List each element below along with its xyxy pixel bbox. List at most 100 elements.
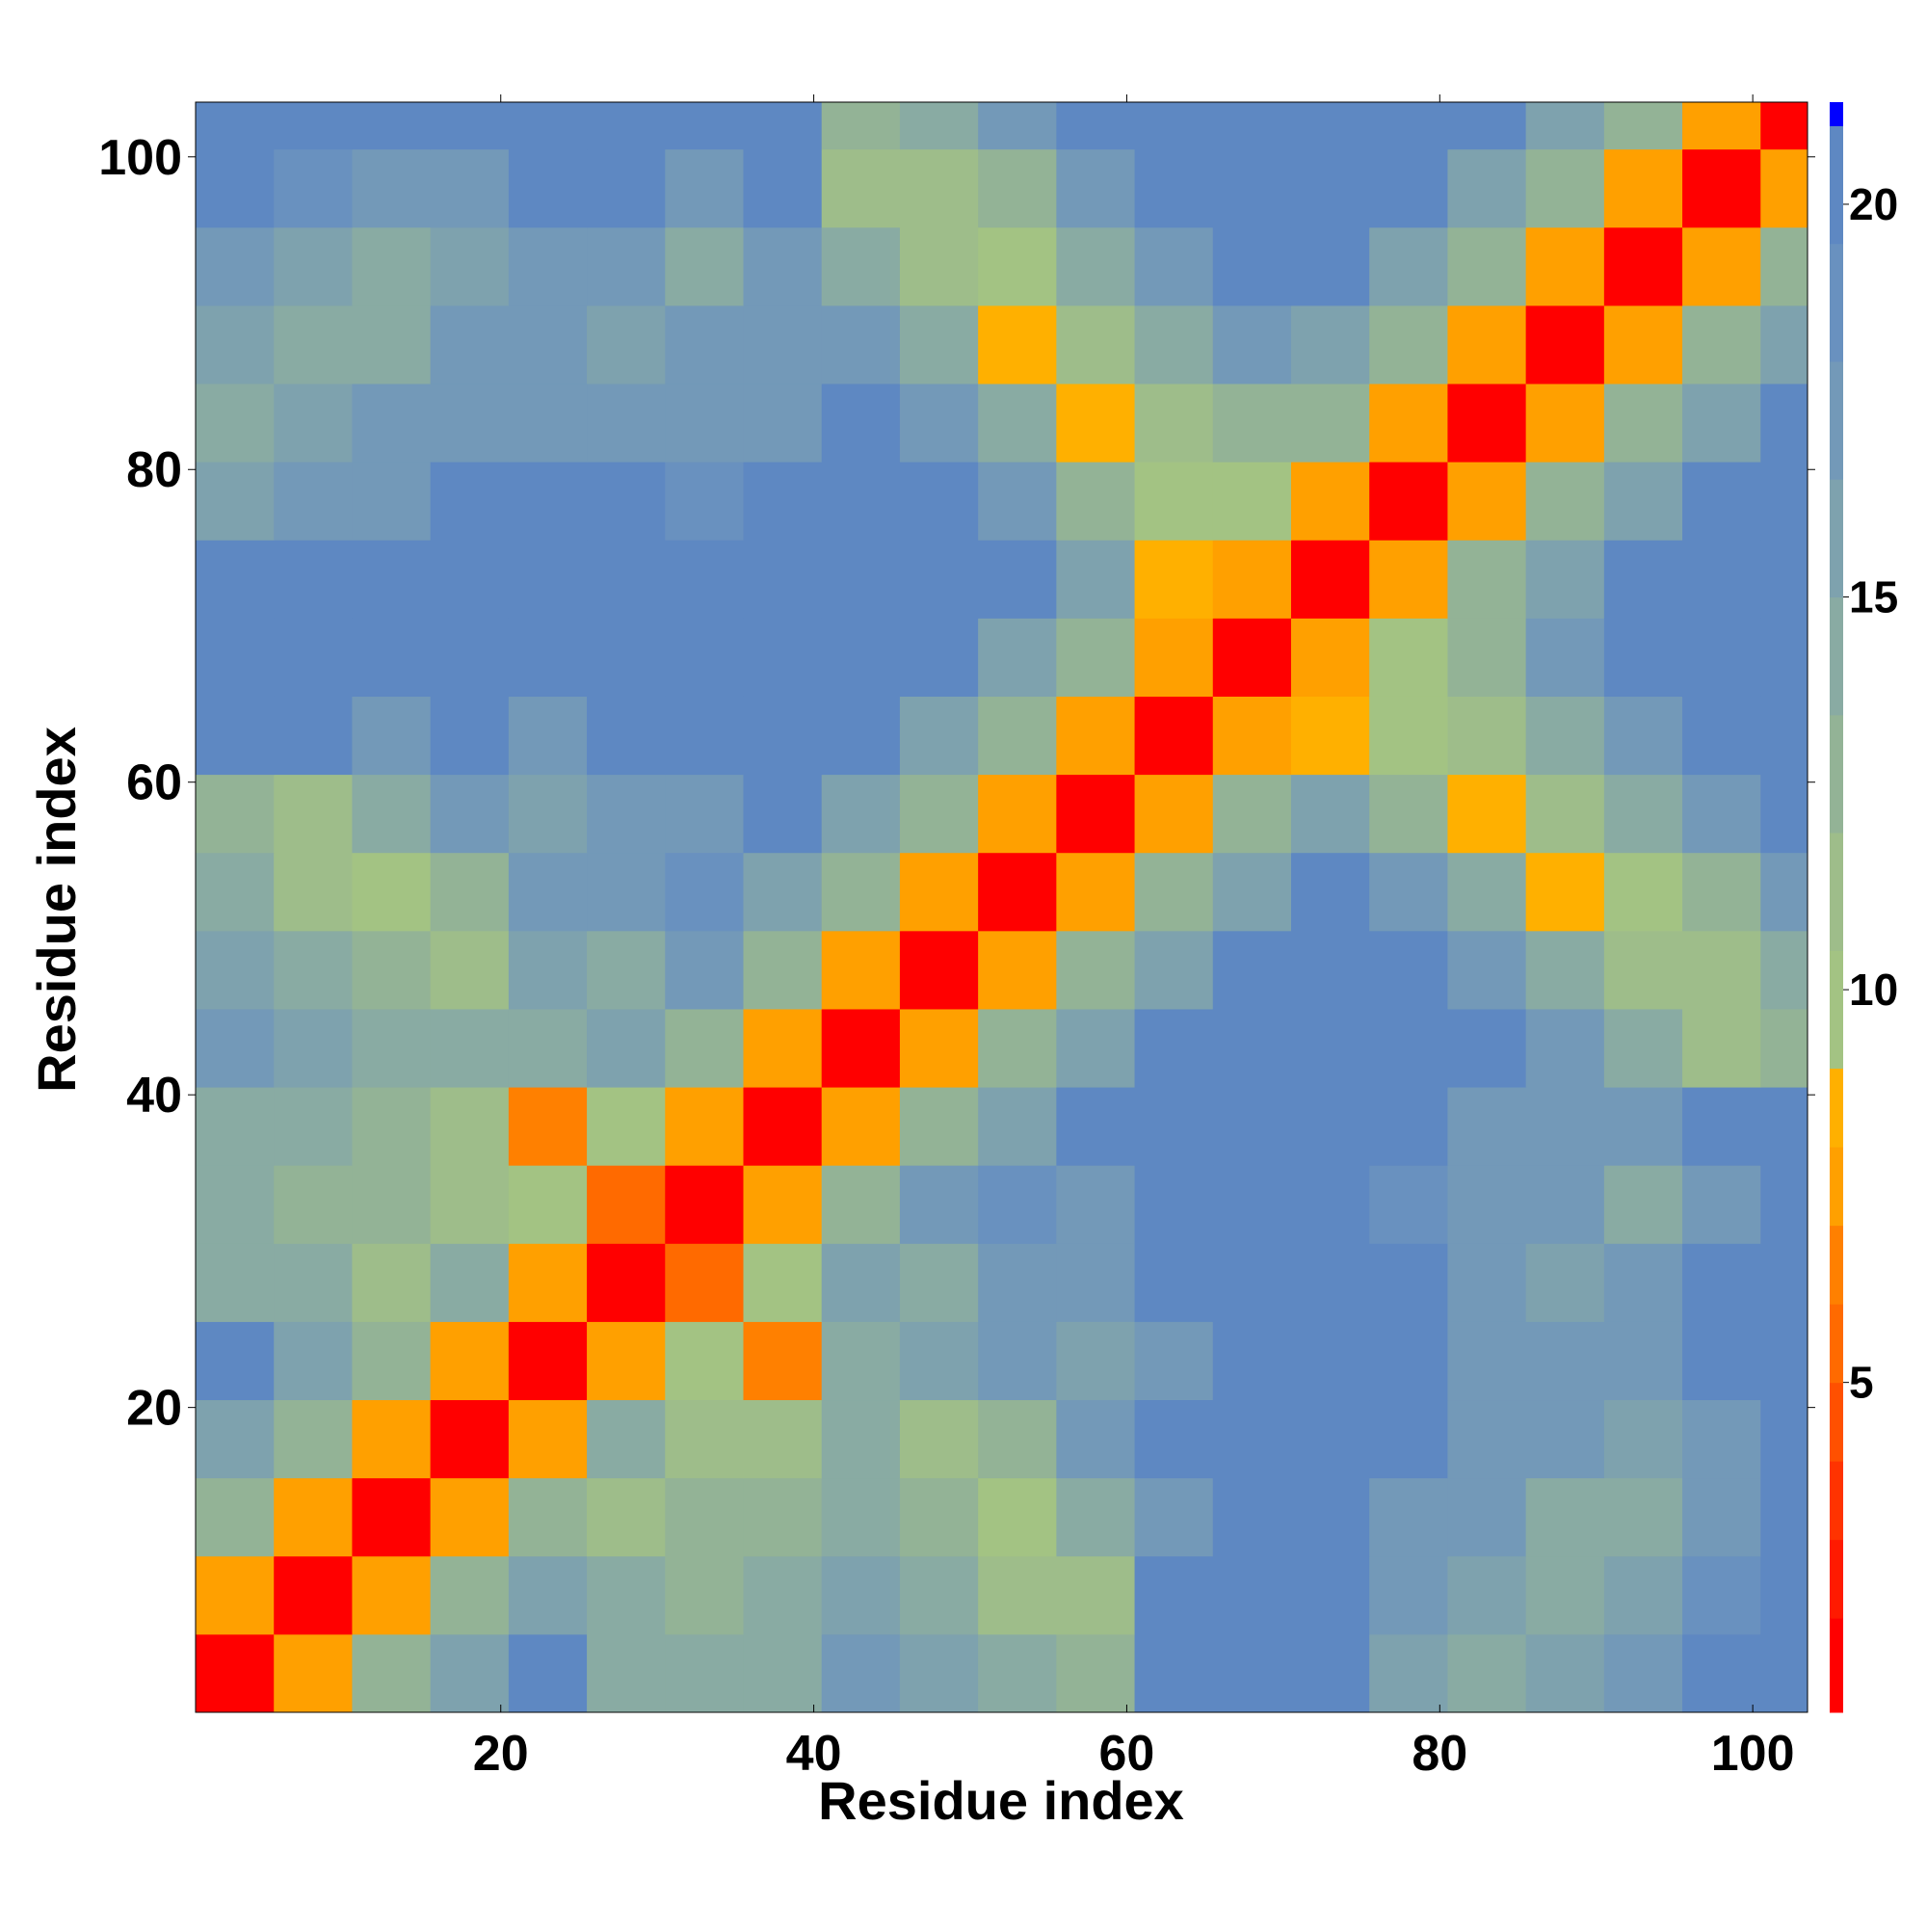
heatmap-cell [1760,540,1808,619]
heatmap-cell [352,1633,432,1713]
colorbar-segment [1830,1539,1843,1619]
heatmap-cell [743,462,823,541]
heatmap-cell [665,304,744,384]
heatmap-cell [1447,1008,1527,1088]
heatmap-cell [352,384,432,463]
heatmap-cell [1760,1087,1808,1166]
heatmap-cell [1369,930,1448,1010]
heatmap-cell [352,462,432,541]
heatmap-cell [352,1165,432,1244]
colorbar-tick-label: 10 [1849,965,1898,1015]
heatmap-cell [665,930,744,1010]
heatmap-cell [821,102,901,150]
heatmap-cell [665,148,744,228]
heatmap-cell [1447,696,1527,776]
heatmap-cell [352,540,432,619]
heatmap-cell [978,1008,1057,1088]
heatmap-cell [1682,1243,1761,1322]
heatmap-cell [1525,1165,1605,1244]
heatmap-cell [978,774,1057,854]
y-tick-label: 60 [126,755,182,811]
heatmap-cell [665,462,744,541]
heatmap-cell [1134,1087,1214,1166]
heatmap-cell [1369,1243,1448,1322]
heatmap-cell [1447,304,1527,384]
heatmap-cell [1525,696,1605,776]
heatmap-cell [1134,618,1214,697]
heatmap-cell [508,618,588,697]
heatmap-cell [508,1165,588,1244]
heatmap-cell [1134,1633,1214,1713]
heatmap-cell [1760,1399,1808,1479]
heatmap-cell [587,540,666,619]
heatmap-cell [1369,774,1448,854]
heatmap-cell [430,1399,510,1479]
heatmap-cell [743,1477,823,1557]
heatmap-cell [1369,384,1448,463]
heatmap-cell [1447,774,1527,854]
heatmap-cell [430,226,510,306]
x-tick-label: 40 [786,1726,842,1782]
heatmap-cell [430,1008,510,1088]
heatmap-cell [1056,1633,1136,1713]
heatmap-cell [978,1555,1057,1635]
heatmap-cell [1056,462,1136,541]
heatmap-cell [821,774,901,854]
heatmap-cell [978,148,1057,228]
heatmap-cell [665,1477,744,1557]
heatmap-cell [1056,1555,1136,1635]
heatmap-cell [1212,1243,1292,1322]
heatmap-cell [899,462,979,541]
heatmap-cell [1134,148,1214,228]
colorbar-segment [1830,950,1843,1070]
x-tick-label: 20 [473,1726,529,1782]
heatmap-cell [899,1008,979,1088]
heatmap-cell [1134,1477,1214,1557]
heatmap-cell [978,462,1057,541]
heatmap-cell [1369,102,1448,150]
heatmap-cell [821,1008,901,1088]
heatmap-cell [352,618,432,697]
y-tick-label: 80 [126,442,182,498]
heatmap-cell [1760,696,1808,776]
heatmap-cell [1056,304,1136,384]
heatmap-cell [1212,226,1292,306]
heatmap-cell [1760,226,1808,306]
heatmap-cell [1056,1477,1136,1557]
heatmap-cell [274,696,353,776]
heatmap-cell [1212,304,1292,384]
heatmap-cell [1603,304,1683,384]
heatmap-cell [1447,102,1527,150]
heatmap-cell [978,102,1057,150]
heatmap-cell [1369,540,1448,619]
colorbar-segment [1830,125,1843,245]
heatmap-cell [352,1477,432,1557]
heatmap-cell [743,1555,823,1635]
heatmap-cell [1369,1321,1448,1401]
heatmap-cell [1369,1399,1448,1479]
heatmap-cell [1290,696,1370,776]
heatmap-cell [1134,102,1214,150]
heatmap-cell [1525,462,1605,541]
heatmap-cell [978,1399,1057,1479]
heatmap-cell [1525,384,1605,463]
heatmap-cell [665,102,744,150]
heatmap-cell [1369,148,1448,228]
heatmap-cell [196,1399,275,1479]
heatmap-cell [1603,384,1683,463]
heatmap-cell [587,1555,666,1635]
heatmap-cell [1290,1087,1370,1166]
heatmap-cell [508,304,588,384]
heatmap-cell [821,540,901,619]
heatmap-cell [665,1165,744,1244]
heatmap-cell [1525,1321,1605,1401]
heatmap-cell [196,1321,275,1401]
heatmap-cell [1447,1633,1527,1713]
heatmap-cell [978,618,1057,697]
heatmap-cell [1682,226,1761,306]
heatmap-cell [665,1087,744,1166]
heatmap-cell [899,1321,979,1401]
heatmap-cell [508,1399,588,1479]
heatmap-cell [508,102,588,150]
heatmap-cell [743,696,823,776]
